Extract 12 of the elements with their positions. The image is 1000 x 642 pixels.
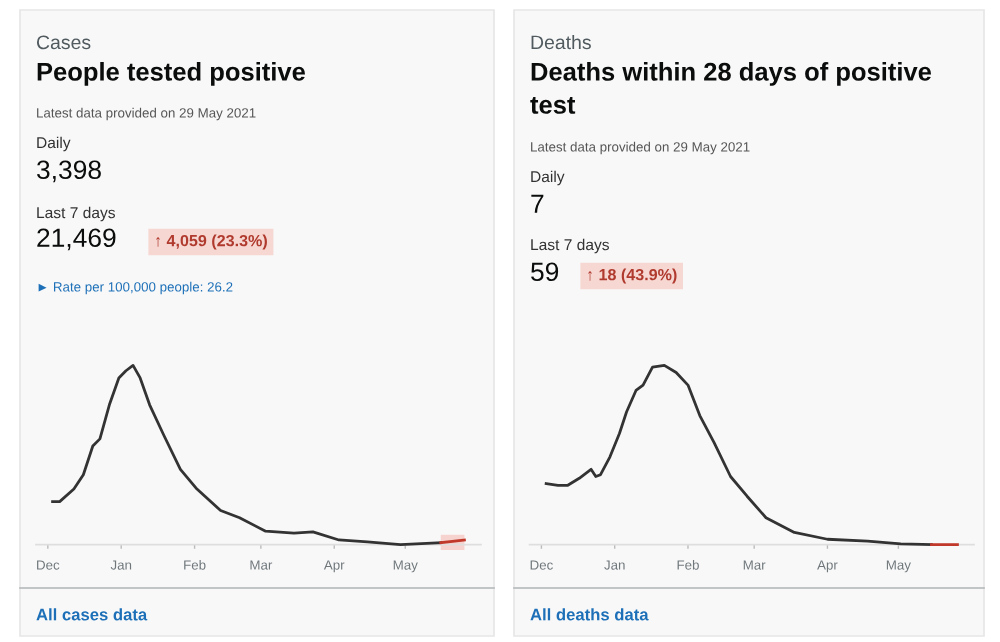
text: All deaths data xyxy=(530,608,649,621)
text: 7 xyxy=(531,194,544,213)
chart-subtitle: Cases xyxy=(36,35,91,50)
chart-subtitle: Deaths xyxy=(531,34,591,50)
text: ↑ 4,059 (23.3%) xyxy=(156,234,267,250)
text: ↑ 18 (43.9%) xyxy=(588,268,677,284)
text: 21,469 xyxy=(37,228,116,251)
text: 3,398 xyxy=(37,160,101,183)
chart-title: People tested positive xyxy=(37,62,305,86)
text: All cases data xyxy=(36,608,148,621)
chart-title: Deaths within 28 days of positive test xyxy=(530,62,932,114)
text: 59 xyxy=(531,262,559,282)
